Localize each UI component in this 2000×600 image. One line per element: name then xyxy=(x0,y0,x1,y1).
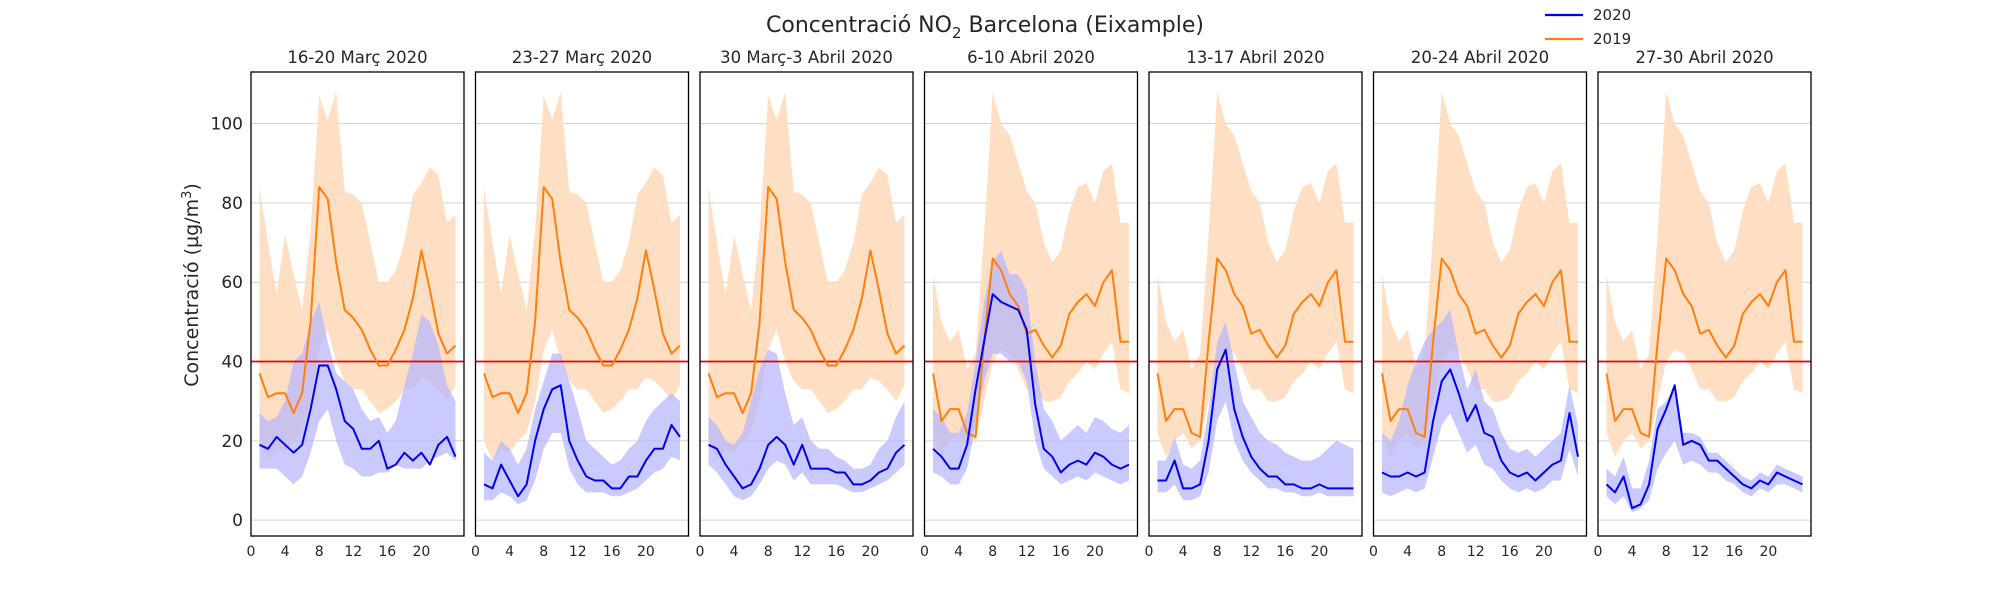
x-tick-label: 12 xyxy=(1467,544,1485,560)
line-2019 xyxy=(1605,257,1803,438)
x-tick-label: 12 xyxy=(793,544,811,560)
panel-frame xyxy=(1148,71,1363,537)
panel-frame xyxy=(1597,71,1812,537)
x-tick-label: 0 xyxy=(1594,544,1603,560)
x-tick-label: 16 xyxy=(603,544,621,560)
x-tick-label: 12 xyxy=(569,544,587,560)
line-2020 xyxy=(1157,348,1354,490)
line-2020 xyxy=(259,364,457,470)
x-tick-label: 0 xyxy=(1369,544,1378,560)
x-tick-label: 20 xyxy=(412,544,430,560)
x-tick-label: 16 xyxy=(1501,544,1519,560)
y-tick-label: 80 xyxy=(221,194,243,214)
x-tick-label: 20 xyxy=(1759,544,1777,560)
panel-frame xyxy=(923,71,1139,537)
x-tick-label: 8 xyxy=(988,544,997,560)
line-2020 xyxy=(932,293,1130,474)
x-tick-label: 4 xyxy=(1179,544,1188,560)
panel-frame xyxy=(1372,71,1588,537)
x-tick-label: 8 xyxy=(1213,544,1222,560)
x-tick-label: 20 xyxy=(637,544,655,560)
panel-frame xyxy=(474,71,690,537)
panel-title: 16-20 Març 2020 xyxy=(287,48,427,67)
panel-1: 16-20 Març 2020 0 4 8 12 16 20 0 20 40 60 80 100 xyxy=(211,48,465,560)
x-tick-label: 8 xyxy=(764,544,773,560)
x-tick-label: 16 xyxy=(1052,544,1070,560)
legend: 2020 2019 xyxy=(1545,6,1631,48)
x-tick-label: 8 xyxy=(315,544,324,560)
figure-title: Concentració NO2 Barcelona (Eixample) xyxy=(766,13,1204,42)
x-tick-label: 20 xyxy=(861,544,879,560)
panel-title: 27-30 Abril 2020 xyxy=(1635,48,1773,67)
band-2019 xyxy=(1606,91,1803,457)
x-tick-label: 16 xyxy=(1276,544,1294,560)
panel-7: 27-30 Abril 2020 0 4 8 12 16 20 xyxy=(1594,48,1812,560)
line-2019 xyxy=(1156,257,1354,438)
panel-title: 6-10 Abril 2020 xyxy=(967,48,1095,67)
x-tick-label: 16 xyxy=(827,544,845,560)
x-tick-label: 0 xyxy=(471,544,480,560)
x-tick-label: 0 xyxy=(920,544,929,560)
line-2019 xyxy=(707,186,906,415)
x-tick-label: 8 xyxy=(1437,544,1446,560)
band-2019 xyxy=(484,91,680,461)
band-2019 xyxy=(1157,91,1354,457)
line-2019 xyxy=(1381,257,1578,438)
panel-title: 13-17 Abril 2020 xyxy=(1186,48,1324,67)
x-tick-label: 0 xyxy=(1145,544,1154,560)
y-axis-label: Concentració (µg/m3) xyxy=(180,183,203,387)
line-2020 xyxy=(1381,368,1579,482)
x-tick-label: 12 xyxy=(1242,544,1260,560)
line-2019 xyxy=(932,257,1129,438)
x-tick-label: 20 xyxy=(1310,544,1328,560)
x-tick-label: 8 xyxy=(1662,544,1671,560)
band-2019 xyxy=(708,91,905,461)
x-tick-label: 0 xyxy=(696,544,705,560)
y-tick-label: 60 xyxy=(221,273,243,293)
x-tick-label: 20 xyxy=(1086,544,1104,560)
line-2020 xyxy=(708,435,906,490)
line-2019 xyxy=(258,186,457,415)
y-tick-label: 20 xyxy=(221,432,243,452)
x-tick-label: 4 xyxy=(1628,544,1637,560)
panel-frame xyxy=(699,71,914,537)
x-tick-label: 12 xyxy=(344,544,362,560)
band-2020 xyxy=(1606,385,1803,513)
line-2019 xyxy=(483,186,681,415)
line-2020 xyxy=(1605,384,1803,510)
legend-label-2020: 2020 xyxy=(1593,6,1631,24)
panel-title: 23-27 Març 2020 xyxy=(512,48,652,67)
y-tick-label: 0 xyxy=(232,511,243,531)
x-tick-label: 16 xyxy=(1725,544,1743,560)
x-tick-label: 4 xyxy=(505,544,514,560)
x-tick-label: 4 xyxy=(1403,544,1412,560)
x-tick-label: 8 xyxy=(539,544,548,560)
x-tick-label: 12 xyxy=(1018,544,1036,560)
panel-2: 23-27 Març 2020 0 4 8 12 16 20 xyxy=(471,48,690,560)
legend-label-2019: 2019 xyxy=(1593,30,1631,48)
panel-6: 20-24 Abril 2020 0 4 8 12 16 20 xyxy=(1369,48,1588,560)
y-tick-label: 40 xyxy=(221,353,243,373)
x-tick-label: 16 xyxy=(378,544,396,560)
y-tick-label: 100 xyxy=(211,115,243,135)
x-tick-label: 0 xyxy=(247,544,256,560)
panel-title: 30 Març-3 Abril 2020 xyxy=(720,48,893,67)
x-tick-label: 4 xyxy=(281,544,290,560)
x-tick-label: 4 xyxy=(730,544,739,560)
x-tick-label: 12 xyxy=(1691,544,1709,560)
x-tick-label: 4 xyxy=(954,544,963,560)
band-2020 xyxy=(484,353,680,505)
panel-3: 30 Març-3 Abril 2020 0 4 8 12 16 20 xyxy=(696,48,914,560)
panel-5: 13-17 Abril 2020 0 4 8 12 16 20 xyxy=(1145,48,1363,560)
line-2020 xyxy=(483,384,681,498)
band-2020 xyxy=(708,349,905,501)
panel-title: 20-24 Abril 2020 xyxy=(1411,48,1549,67)
panel-frame xyxy=(250,71,465,537)
x-tick-label: 20 xyxy=(1535,544,1553,560)
panel-4: 6-10 Abril 2020 0 4 8 12 16 20 xyxy=(920,48,1139,560)
